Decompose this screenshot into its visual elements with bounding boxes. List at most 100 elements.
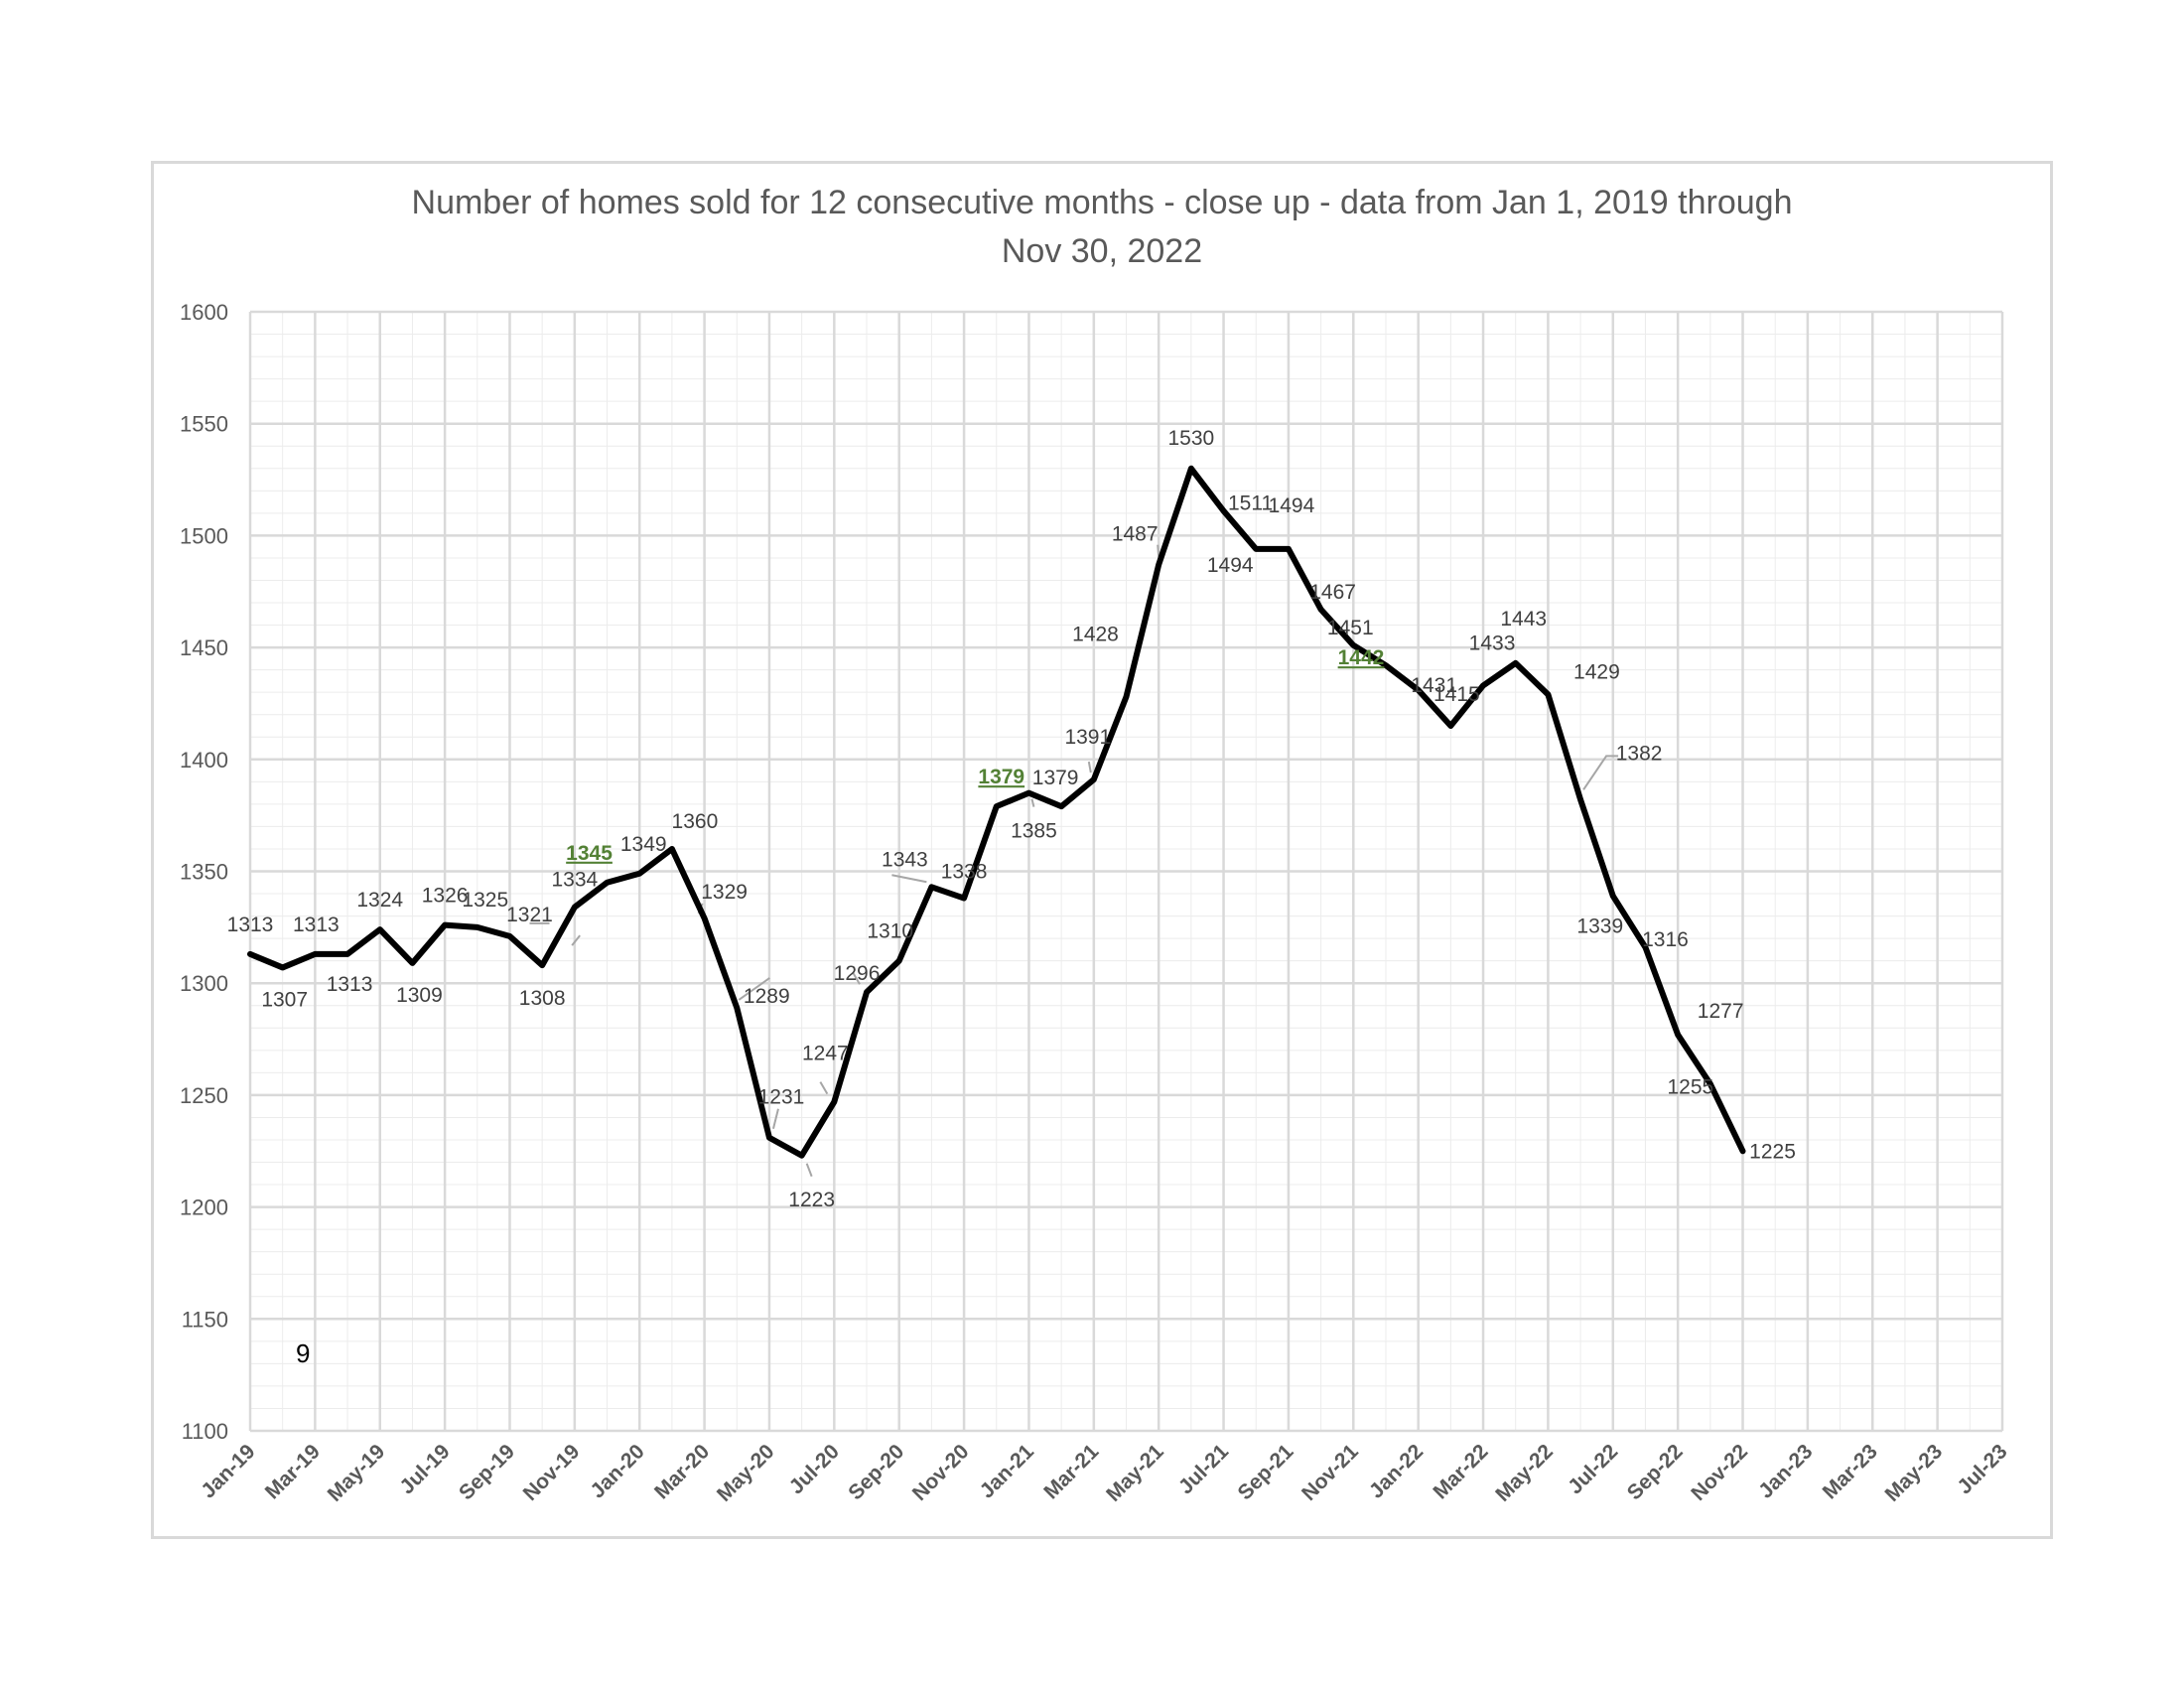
x-tick-label: Mar-22 <box>1429 1440 1492 1503</box>
y-tick-label: 1400 <box>180 748 228 773</box>
data-point <box>346 953 348 955</box>
label-leader <box>1030 798 1035 807</box>
data-point <box>866 991 868 993</box>
data-point <box>574 907 576 909</box>
data-point <box>1579 798 1581 800</box>
data-point <box>1288 548 1290 550</box>
y-tick-label: 1550 <box>180 412 228 437</box>
data-point <box>671 848 673 850</box>
data-point <box>898 960 900 962</box>
data-point <box>1190 468 1192 470</box>
y-axis: 1100 1150 1200 1250 1300 1350 1400 1450 1500 1550… <box>180 300 228 1444</box>
data-point <box>607 882 609 884</box>
data-label: 1313 <box>227 914 274 936</box>
y-tick-label: 1300 <box>180 971 228 996</box>
data-label-highlight: 1345 <box>566 842 613 865</box>
x-tick-label: Sep-21 <box>1233 1440 1297 1504</box>
x-tick-label: Jul-22 <box>1564 1440 1622 1498</box>
x-tick-label: Nov-20 <box>908 1440 974 1505</box>
data-point <box>704 917 706 919</box>
y-tick-label: 1600 <box>180 300 228 325</box>
data-label: 1277 <box>1698 1000 1744 1023</box>
label-leader <box>805 1163 813 1178</box>
data-label: 1231 <box>758 1086 805 1109</box>
x-tick-label: Jul-20 <box>785 1440 844 1498</box>
x-tick-label: Mar-19 <box>261 1440 325 1503</box>
data-label: 1511 <box>1228 492 1273 515</box>
data-point <box>1126 696 1127 698</box>
data-point <box>833 1101 835 1103</box>
data-label-highlight: 1379 <box>978 766 1024 788</box>
data-label: 1247 <box>802 1043 849 1065</box>
data-point <box>996 805 998 807</box>
data-point <box>314 953 316 955</box>
data-point <box>768 1137 770 1139</box>
data-label: 1428 <box>1072 624 1119 646</box>
data-label: 1431 <box>1411 674 1457 697</box>
data-point <box>282 966 284 968</box>
data-label: 1255 <box>1667 1076 1713 1099</box>
data-point <box>1644 946 1646 948</box>
data-point <box>801 1155 803 1157</box>
x-tick-label: Jan-19 <box>197 1440 259 1502</box>
data-label: 1313 <box>293 914 340 936</box>
data-label: 1326 <box>422 885 469 908</box>
x-tick-label: Jul-23 <box>1953 1440 2011 1498</box>
data-label: 1334 <box>551 869 598 892</box>
data-point <box>379 928 381 930</box>
y-tick-label: 1500 <box>180 523 228 548</box>
data-label: 1391 <box>1064 726 1111 749</box>
data-label: 1530 <box>1168 427 1215 450</box>
x-tick-label: Jul-19 <box>395 1440 454 1498</box>
data-label: 1494 <box>1207 554 1254 577</box>
data-label: 1385 <box>1011 820 1057 843</box>
data-point <box>638 873 640 875</box>
data-point <box>1449 725 1451 727</box>
data-point <box>508 935 510 937</box>
data-label: 1225 <box>1749 1140 1796 1163</box>
data-point <box>1709 1083 1711 1085</box>
data-label: 1343 <box>882 848 928 871</box>
data-label: 1321 <box>506 904 553 926</box>
data-label: 1316 <box>1642 928 1689 951</box>
data-point <box>930 886 932 888</box>
data-point <box>1677 1034 1679 1036</box>
data-label: 1338 <box>941 861 988 884</box>
series-line <box>247 465 1746 1159</box>
y-tick-label: 1150 <box>182 1307 228 1332</box>
data-label: 1494 <box>1269 494 1315 517</box>
x-tick-label: Jan-22 <box>1365 1440 1428 1502</box>
data-label: 1325 <box>462 889 508 912</box>
data-label: 1433 <box>1469 632 1516 654</box>
data-label-highlight: 1442 <box>1338 646 1385 669</box>
label-leader-lines <box>529 544 1619 1178</box>
data-label: 1379 <box>1032 767 1079 789</box>
data-point <box>1515 662 1517 664</box>
x-tick-label: May-20 <box>713 1440 779 1506</box>
data-point <box>736 1007 738 1009</box>
chart-frame <box>151 161 2053 1539</box>
label-leader <box>571 934 581 946</box>
data-label: 1313 <box>327 973 373 996</box>
data-label: 1307 <box>261 988 308 1011</box>
x-tick-label: Nov-22 <box>1687 1440 1752 1505</box>
major-gridlines <box>248 310 2004 1433</box>
y-tick-label: 1250 <box>180 1083 228 1108</box>
x-tick-label: Sep-22 <box>1623 1440 1688 1504</box>
data-label: 1349 <box>620 833 667 856</box>
y-tick-label: 1200 <box>180 1196 228 1220</box>
data-point <box>1547 693 1549 695</box>
x-tick-label: Nov-21 <box>1297 1440 1363 1505</box>
data-point <box>411 962 413 964</box>
data-point <box>444 924 446 926</box>
data-label: 1329 <box>701 881 748 904</box>
label-leader <box>891 874 927 884</box>
x-tick-label: Mar-20 <box>650 1440 714 1503</box>
data-point <box>477 926 478 928</box>
x-tick-label: May-23 <box>1881 1440 1948 1506</box>
data-label: 1296 <box>834 962 881 985</box>
data-point <box>249 953 251 955</box>
x-tick-label: Jan-23 <box>1754 1440 1817 1502</box>
